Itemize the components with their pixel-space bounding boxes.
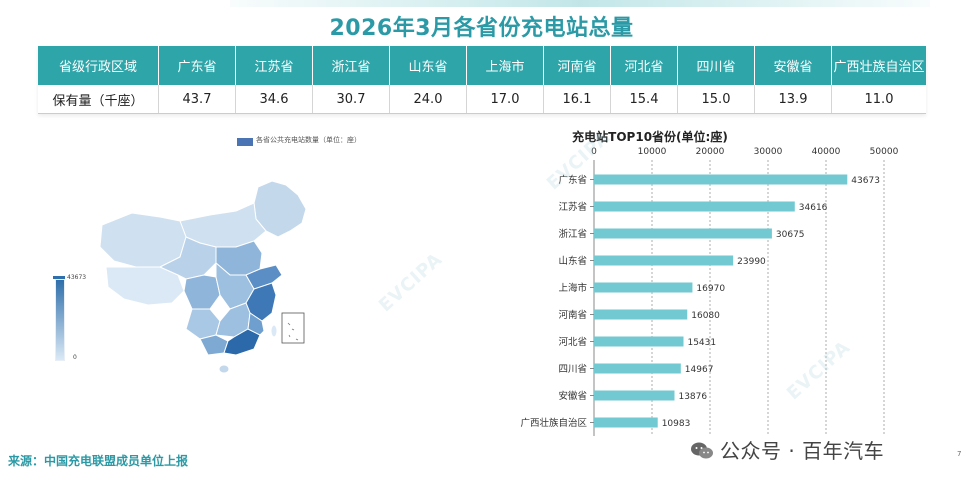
- table-cell: 16.1: [543, 85, 611, 114]
- map-region-hainan: [218, 364, 230, 374]
- table-header-cell: 上海市: [466, 46, 544, 85]
- table-cell: 15.4: [610, 85, 678, 114]
- y-category-label: 安徽省: [558, 390, 587, 402]
- bar: [594, 336, 684, 347]
- map-region-taiwan: [270, 324, 278, 338]
- wechat-account-label: 公众号 · 百年汽车: [720, 439, 885, 463]
- table-header-cell: 广西壮族自治区: [831, 46, 926, 85]
- bar-value-label: 23990: [737, 257, 766, 267]
- map-legend-label: 各省公共充电站数量（单位：座）: [256, 136, 361, 144]
- x-tick-label: 40000: [812, 147, 841, 157]
- map-scale-min-label: 0: [73, 354, 77, 361]
- map-region-southwest: [185, 308, 221, 340]
- table-cell: 11.0: [831, 85, 926, 114]
- bar-value-label: 16970: [696, 284, 725, 294]
- map-region-tibet: [105, 266, 185, 306]
- y-category-label: 河北省: [558, 336, 587, 348]
- x-tick-label: 50000: [870, 147, 899, 157]
- table-header-cell: 浙江省: [312, 46, 390, 85]
- bar: [594, 282, 693, 293]
- bar-chart-svg: 0 10000 20000 30000 40000 50000 广东省 43673 江苏省 346…: [520, 147, 899, 436]
- map-legend-swatch: [237, 138, 253, 146]
- map-region-fujian: [247, 312, 265, 336]
- table-cell: 13.9: [754, 85, 832, 114]
- table-cell: 24.0: [389, 85, 467, 114]
- y-category-label: 四川省: [558, 363, 587, 375]
- table-cell: 30.7: [312, 85, 390, 114]
- bar-value-label: 15431: [687, 338, 716, 348]
- y-category-label: 广东省: [558, 174, 587, 186]
- x-tick-label: 0: [591, 147, 597, 157]
- bar-value-label: 43673: [851, 176, 880, 186]
- page-number: 7: [957, 450, 962, 458]
- map-scale-cap: [53, 276, 65, 279]
- bar: [594, 174, 848, 185]
- bar-value-label: 34616: [799, 203, 828, 213]
- y-category-label: 浙江省: [558, 228, 587, 240]
- x-tick-label: 20000: [696, 147, 725, 157]
- table-header-cell: 山东省: [389, 46, 467, 85]
- chart-title: 充电站TOP10省份(单位:座): [572, 130, 728, 144]
- bar: [594, 201, 795, 212]
- map-region-guangxi: [199, 334, 229, 356]
- map-color-scale: [55, 279, 65, 361]
- table-cell: 17.0: [466, 85, 544, 114]
- bar-value-label: 16080: [691, 311, 720, 321]
- bar-value-label: 30675: [776, 230, 805, 240]
- source-note: 来源：中国充电联盟成员单位上报: [8, 454, 189, 468]
- table-header-row: 省级行政区域 广东省 江苏省 浙江省 山东省 上海市 河南省 河北省 四川省 安…: [38, 46, 926, 85]
- y-category-label: 河南省: [558, 309, 587, 321]
- map-region-guangdong: [223, 328, 261, 356]
- x-tick-label: 30000: [754, 147, 783, 157]
- bar-value-label: 10983: [662, 419, 691, 429]
- table-header-cell: 安徽省: [754, 46, 832, 85]
- south-china-sea-islands: [287, 322, 299, 341]
- map-region-sichuan: [183, 274, 221, 310]
- table-header-label: 省级行政区域: [38, 46, 159, 85]
- table-header-cell: 河北省: [610, 46, 678, 85]
- table-header-cell: 四川省: [677, 46, 755, 85]
- top-decor-strip: [230, 0, 930, 7]
- wechat-icon: [691, 442, 713, 459]
- bar: [594, 228, 772, 239]
- bar-value-label: 14967: [685, 365, 714, 375]
- bar: [594, 363, 681, 374]
- china-map: [99, 180, 307, 374]
- bar: [594, 255, 734, 266]
- table-header-cell: 广东省: [158, 46, 236, 85]
- bar: [594, 309, 688, 320]
- table-cell: 43.7: [158, 85, 236, 114]
- bar: [594, 390, 675, 401]
- china-map-panel: 各省公共充电站数量（单位：座）: [40, 125, 460, 415]
- table-row: 保有量（千座） 43.7 34.6 30.7 24.0 17.0 16.1 15…: [38, 85, 926, 114]
- table-cell: 34.6: [235, 85, 313, 114]
- y-category-label: 上海市: [558, 282, 587, 294]
- y-category-label: 山东省: [558, 255, 587, 267]
- table-cell: 15.0: [677, 85, 755, 114]
- top10-bar-chart: 充电站TOP10省份(单位:座) 0 10000 20000 30000 40000 50…: [500, 124, 920, 444]
- province-table: 省级行政区域 广东省 江苏省 浙江省 山东省 上海市 河南省 河北省 四川省 安…: [38, 46, 926, 114]
- x-tick-label: 10000: [638, 147, 667, 157]
- table-row-label: 保有量（千座）: [38, 85, 159, 114]
- map-region-xinjiang: [99, 212, 187, 268]
- y-category-label: 广西壮族自治区: [520, 417, 587, 429]
- page-title: 2026年3月各省份充电站总量: [329, 16, 634, 41]
- y-category-label: 江苏省: [558, 201, 587, 213]
- table-header-cell: 江苏省: [235, 46, 313, 85]
- bar-value-label: 13876: [678, 392, 707, 402]
- bar: [594, 417, 658, 428]
- south-china-sea-inset: [281, 312, 305, 344]
- table-header-cell: 河南省: [543, 46, 611, 85]
- map-scale-max-label: 43673: [67, 274, 87, 281]
